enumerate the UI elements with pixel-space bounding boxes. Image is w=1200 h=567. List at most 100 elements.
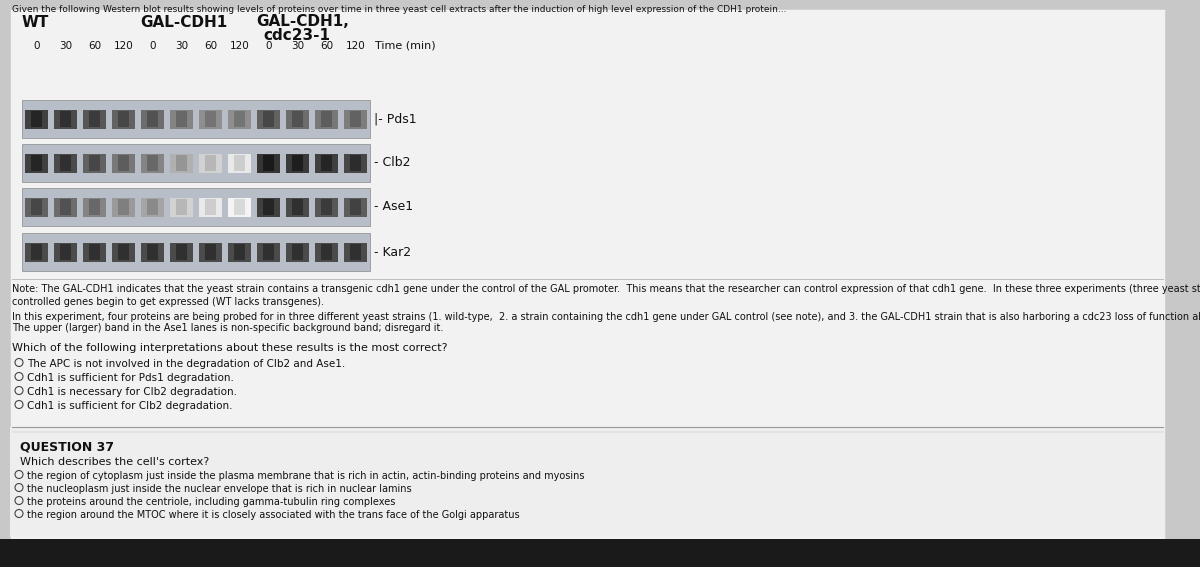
Bar	[199, 243, 222, 261]
Bar	[22, 188, 370, 226]
Text: GAL-CDH1: GAL-CDH1	[140, 15, 227, 30]
Bar	[350, 111, 361, 126]
Text: 60: 60	[204, 41, 217, 51]
Bar	[199, 109, 222, 129]
Bar	[25, 109, 48, 129]
Bar	[258, 197, 280, 217]
Bar	[228, 109, 251, 129]
Bar	[316, 197, 337, 217]
Bar	[234, 244, 245, 260]
Bar	[113, 154, 134, 172]
Bar	[344, 243, 366, 261]
Bar	[142, 109, 163, 129]
Text: 120: 120	[114, 41, 133, 51]
Text: 60: 60	[88, 41, 101, 51]
Bar	[258, 109, 280, 129]
Bar	[292, 244, 304, 260]
Bar	[228, 197, 251, 217]
Bar	[205, 111, 216, 126]
Bar	[176, 244, 187, 260]
Text: Note: The GAL-CDH1 indicates that the yeast strain contains a transgenic cdh1 ge: Note: The GAL-CDH1 indicates that the ye…	[12, 284, 1200, 307]
Bar	[205, 155, 216, 171]
Bar	[316, 243, 337, 261]
Bar	[199, 154, 222, 172]
Bar	[113, 243, 134, 261]
Bar	[118, 200, 130, 214]
Bar	[263, 111, 274, 126]
Bar	[31, 244, 42, 260]
Bar	[60, 200, 71, 214]
Text: In this experiment, four proteins are being probed for in three different yeast : In this experiment, four proteins are be…	[12, 312, 1200, 322]
Bar	[176, 155, 187, 171]
Text: 30: 30	[290, 41, 304, 51]
Bar	[142, 197, 163, 217]
Bar	[118, 155, 130, 171]
Bar	[84, 109, 106, 129]
Bar	[292, 111, 304, 126]
Bar	[89, 200, 100, 214]
Bar	[146, 244, 158, 260]
Bar	[320, 111, 332, 126]
Bar	[22, 233, 370, 271]
Bar	[228, 243, 251, 261]
Text: Cdh1 is sufficient for Pds1 degradation.: Cdh1 is sufficient for Pds1 degradation.	[28, 373, 234, 383]
Bar	[350, 155, 361, 171]
Bar	[142, 154, 163, 172]
Bar	[199, 197, 222, 217]
Text: The upper (larger) band in the Ase1 lanes is non-specific background band; disre: The upper (larger) band in the Ase1 lane…	[12, 323, 443, 333]
Bar	[60, 244, 71, 260]
Bar	[234, 200, 245, 214]
Bar	[84, 243, 106, 261]
Bar	[25, 197, 48, 217]
Text: 120: 120	[229, 41, 250, 51]
Bar	[146, 155, 158, 171]
Text: the nucleoplasm just inside the nuclear envelope that is rich in nuclear lamins: the nucleoplasm just inside the nuclear …	[28, 484, 412, 494]
Text: Cdh1 is necessary for Clb2 degradation.: Cdh1 is necessary for Clb2 degradation.	[28, 387, 238, 397]
Bar	[263, 155, 274, 171]
Text: cdc23-1: cdc23-1	[263, 28, 330, 43]
Bar	[31, 155, 42, 171]
Bar	[234, 111, 245, 126]
Bar	[344, 197, 366, 217]
Bar	[54, 243, 77, 261]
Text: 60: 60	[320, 41, 334, 51]
Bar	[350, 244, 361, 260]
Text: Time (min): Time (min)	[374, 41, 436, 51]
Text: - Ase1: - Ase1	[374, 201, 413, 214]
Text: - Kar2: - Kar2	[374, 246, 412, 259]
Bar	[320, 155, 332, 171]
Bar	[113, 197, 134, 217]
Text: 0: 0	[265, 41, 271, 51]
Bar	[60, 155, 71, 171]
Bar	[54, 154, 77, 172]
Text: the region of cytoplasm just inside the plasma membrane that is rich in actin, a: the region of cytoplasm just inside the …	[28, 471, 584, 481]
Text: QUESTION 37: QUESTION 37	[20, 441, 114, 454]
Text: 0: 0	[34, 41, 40, 51]
Text: 30: 30	[175, 41, 188, 51]
Bar	[258, 154, 280, 172]
Bar	[263, 200, 274, 214]
Bar	[205, 244, 216, 260]
Bar	[228, 154, 251, 172]
Bar	[89, 244, 100, 260]
Bar	[118, 111, 130, 126]
Text: the proteins around the centriole, including gamma-tubulin ring complexes: the proteins around the centriole, inclu…	[28, 497, 395, 507]
Bar	[258, 243, 280, 261]
Bar	[25, 243, 48, 261]
Text: Which describes the cell's cortex?: Which describes the cell's cortex?	[20, 457, 209, 467]
Bar	[287, 243, 308, 261]
Bar	[316, 109, 337, 129]
Text: the region around the MTOC where it is closely associated with the trans face of: the region around the MTOC where it is c…	[28, 510, 520, 520]
Bar	[170, 197, 192, 217]
Bar	[54, 197, 77, 217]
Bar	[350, 200, 361, 214]
Bar	[0, 539, 1200, 567]
Bar	[176, 111, 187, 126]
Bar	[89, 155, 100, 171]
Bar	[31, 111, 42, 126]
Bar	[84, 197, 106, 217]
Bar	[176, 200, 187, 214]
Bar	[22, 100, 370, 138]
Text: - Clb2: - Clb2	[374, 156, 410, 170]
Bar	[287, 109, 308, 129]
